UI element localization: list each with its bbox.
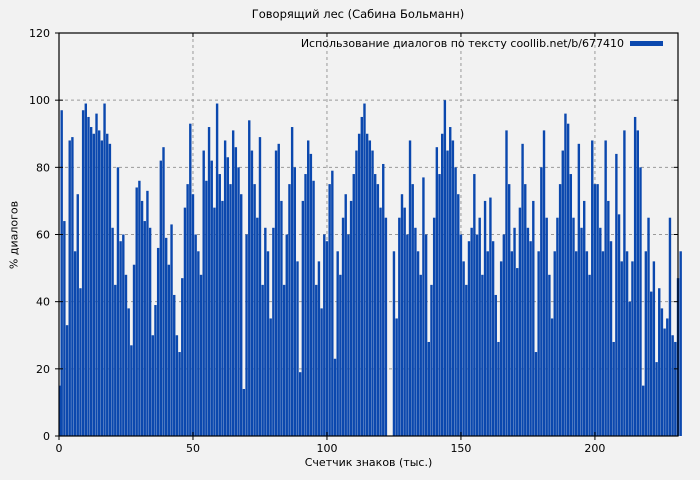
svg-text:150: 150 [450, 442, 471, 455]
svg-text:100: 100 [29, 94, 50, 107]
svg-text:20: 20 [36, 363, 50, 376]
legend-swatch [630, 41, 663, 46]
chart-title: Говорящий лес (Сабина Больманн) [251, 7, 465, 21]
x-axis-title: Счетчик знаков (тыс.) [304, 456, 433, 469]
svg-text:40: 40 [36, 296, 50, 309]
legend: Использование диалогов по тексту coollib… [301, 37, 663, 50]
svg-text:0: 0 [43, 430, 50, 443]
svg-text:80: 80 [36, 161, 50, 174]
svg-text:100: 100 [316, 442, 337, 455]
svg-text:50: 50 [186, 442, 200, 455]
svg-text:200: 200 [584, 442, 605, 455]
svg-text:120: 120 [29, 27, 50, 40]
svg-text:0: 0 [56, 442, 63, 455]
legend-label: Использование диалогов по тексту coollib… [300, 37, 624, 50]
svg-text:60: 60 [36, 229, 50, 242]
